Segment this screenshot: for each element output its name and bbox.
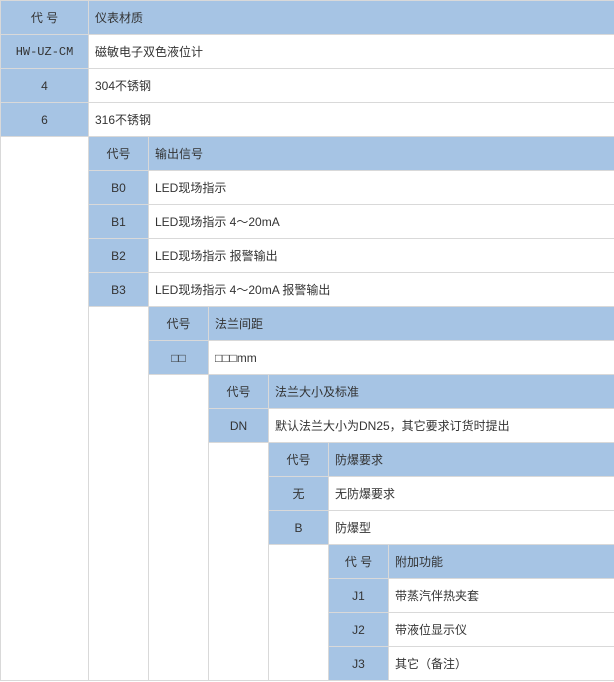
- col-header-desc: 法兰间距: [209, 307, 614, 341]
- desc-cell: LED现场指示 4～20mA 报警输出: [149, 273, 614, 307]
- col-header-code: 代号: [209, 375, 269, 409]
- code-cell: B: [269, 511, 329, 545]
- desc-cell: 防爆型: [329, 511, 614, 545]
- code-cell: B3: [89, 273, 149, 307]
- section-header-row: 代号输出信号: [1, 137, 614, 171]
- col-header-desc: 防爆要求: [329, 443, 614, 477]
- code-cell: HW-UZ-CM: [1, 35, 89, 69]
- indent-spacer: [1, 137, 89, 681]
- col-header-code: 代 号: [1, 1, 89, 35]
- col-header-code: 代号: [149, 307, 209, 341]
- desc-cell: LED现场指示 4～20mA: [149, 205, 614, 239]
- desc-cell: LED现场指示: [149, 171, 614, 205]
- col-header-desc: 法兰大小及标准: [269, 375, 614, 409]
- code-cell: 6: [1, 103, 89, 137]
- col-header-desc: 仪表材质: [89, 1, 614, 35]
- col-header-code: 代号: [89, 137, 149, 171]
- code-cell: B0: [89, 171, 149, 205]
- desc-cell: 带蒸汽伴热夹套: [389, 579, 614, 613]
- section-header-row: 代号法兰间距: [1, 307, 614, 341]
- table-row: 6316不锈钢: [1, 103, 614, 137]
- code-cell: 无: [269, 477, 329, 511]
- table-row: B3LED现场指示 4～20mA 报警输出: [1, 273, 614, 307]
- desc-cell: 默认法兰大小为DN25，其它要求订货时提出: [269, 409, 614, 443]
- code-cell: □□: [149, 341, 209, 375]
- table-row: 4304不锈钢: [1, 69, 614, 103]
- col-header-code: 代号: [269, 443, 329, 477]
- table-row: B2LED现场指示 报警输出: [1, 239, 614, 273]
- desc-cell: 其它（备注）: [389, 647, 614, 681]
- code-cell: DN: [209, 409, 269, 443]
- desc-cell: 316不锈钢: [89, 103, 614, 137]
- desc-cell: 304不锈钢: [89, 69, 614, 103]
- desc-cell: 无防爆要求: [329, 477, 614, 511]
- code-cell: B2: [89, 239, 149, 273]
- indent-spacer: [149, 375, 209, 681]
- code-cell: J1: [329, 579, 389, 613]
- desc-cell: 带液位显示仪: [389, 613, 614, 647]
- col-header-desc: 附加功能: [389, 545, 614, 579]
- code-cell: B1: [89, 205, 149, 239]
- table-row: B1LED现场指示 4～20mA: [1, 205, 614, 239]
- indent-spacer: [89, 307, 149, 681]
- code-cell: J2: [329, 613, 389, 647]
- section-header-row: 代 号仪表材质: [1, 1, 614, 35]
- col-header-code: 代 号: [329, 545, 389, 579]
- table-row: B0LED现场指示: [1, 171, 614, 205]
- code-cell: J3: [329, 647, 389, 681]
- indent-spacer: [269, 545, 329, 681]
- table-row: HW-UZ-CM磁敏电子双色液位计: [1, 35, 614, 69]
- indent-spacer: [209, 443, 269, 681]
- spec-table: 代 号仪表材质HW-UZ-CM磁敏电子双色液位计4304不锈钢6316不锈钢代号…: [0, 0, 614, 681]
- desc-cell: 磁敏电子双色液位计: [89, 35, 614, 69]
- desc-cell: □□□mm: [209, 341, 614, 375]
- desc-cell: LED现场指示 报警输出: [149, 239, 614, 273]
- col-header-desc: 输出信号: [149, 137, 614, 171]
- code-cell: 4: [1, 69, 89, 103]
